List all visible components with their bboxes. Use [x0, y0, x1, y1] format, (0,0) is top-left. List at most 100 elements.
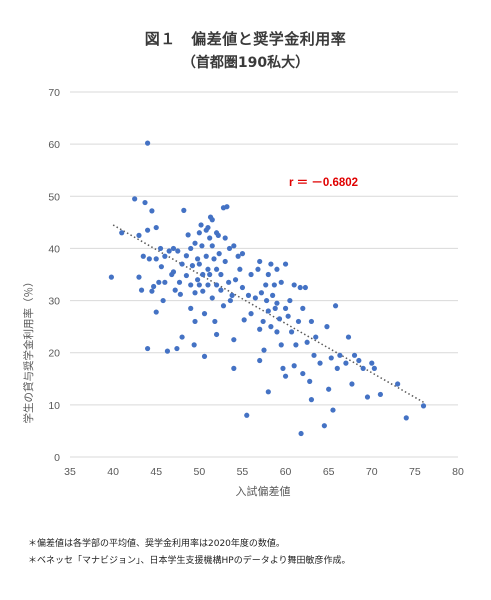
chart-title: 図１ 偏差値と奨学金利用率 [144, 30, 347, 48]
y-tick-label: 40 [48, 243, 60, 255]
trendline [112, 224, 424, 403]
data-point [209, 243, 215, 249]
data-point [119, 230, 125, 236]
data-point [307, 378, 313, 384]
data-point [271, 282, 277, 288]
data-point [108, 274, 114, 280]
data-point [176, 279, 183, 285]
data-point [145, 345, 151, 352]
y-axis-ticks: 0 10 20 30 40 50 60 70 [48, 87, 60, 464]
data-point [403, 415, 409, 421]
data-point [232, 277, 239, 283]
data-point [198, 222, 204, 228]
y-tick-label: 20 [48, 348, 60, 360]
data-point [337, 352, 343, 358]
data-point [196, 261, 202, 267]
data-point [282, 373, 289, 379]
data-point [153, 309, 159, 315]
data-point [170, 269, 177, 275]
data-point [265, 271, 271, 278]
data-point [282, 305, 289, 311]
data-point [175, 248, 181, 254]
data-point [285, 313, 291, 319]
data-point [351, 352, 358, 358]
chart-subtitle: （首都圏190私大） [181, 55, 310, 71]
data-point [239, 284, 246, 291]
data-point [326, 386, 332, 392]
data-point [226, 279, 232, 285]
data-point [151, 283, 157, 290]
data-point [156, 279, 162, 285]
data-point [311, 352, 317, 358]
data-point [330, 407, 336, 413]
data-point [203, 253, 209, 259]
data-point [377, 391, 383, 398]
data-point [321, 423, 327, 429]
data-point [282, 261, 289, 267]
y-tick-label: 70 [48, 87, 60, 99]
data-point [308, 397, 315, 403]
footnote-2: ＊ベネッセ「マナビジョン」、日本学生支援機構HPのデータより舞田敏彦作成。 [28, 556, 351, 566]
data-point [179, 261, 185, 267]
data-point [245, 292, 252, 298]
data-point [201, 311, 208, 317]
data-point [255, 266, 261, 272]
data-point [136, 232, 142, 238]
x-axis-ticks: 35 40 45 50 55 60 65 70 75 80 [64, 466, 464, 478]
data-point [166, 248, 172, 254]
data-point [334, 365, 340, 371]
footnote-1: ＊偏差値は各学部の平均値、奨学金利用率は2020年度の数値。 [28, 539, 285, 549]
data-point [300, 370, 306, 377]
data-point [170, 245, 177, 252]
data-point [304, 339, 310, 345]
data-point [235, 253, 241, 259]
data-point [295, 318, 302, 325]
data-point [227, 297, 233, 304]
x-tick-label: 55 [237, 466, 249, 478]
data-point [274, 300, 280, 306]
data-point [280, 365, 286, 371]
data-point [231, 365, 237, 371]
data-point [222, 258, 228, 265]
data-point [395, 381, 401, 387]
data-points [108, 140, 427, 437]
data-point [244, 412, 250, 418]
data-point [145, 227, 151, 233]
y-tick-label: 30 [48, 296, 60, 308]
data-point [183, 253, 189, 259]
x-tick-label: 60 [280, 466, 292, 478]
data-point [179, 334, 185, 340]
x-tick-label: 75 [409, 466, 421, 478]
data-point [272, 305, 278, 311]
data-point [172, 287, 178, 293]
data-point [276, 316, 283, 322]
x-tick-label: 35 [64, 466, 76, 478]
data-point [211, 256, 217, 262]
data-point [145, 140, 151, 146]
data-point [258, 290, 265, 296]
data-point [332, 303, 339, 309]
x-tick-label: 45 [150, 466, 162, 478]
data-point [153, 256, 159, 262]
data-point [313, 334, 319, 340]
data-point [138, 287, 145, 293]
y-tick-label: 60 [48, 139, 60, 151]
data-point [297, 284, 303, 291]
y-tick-label: 0 [54, 452, 60, 464]
data-point [207, 235, 213, 241]
data-point [328, 355, 334, 361]
data-point [291, 363, 297, 369]
data-point [160, 297, 166, 304]
data-point [181, 207, 187, 213]
x-tick-label: 50 [193, 466, 205, 478]
data-point [257, 326, 263, 332]
data-point [196, 282, 202, 288]
data-point [231, 243, 237, 249]
data-point [185, 232, 191, 238]
data-point [213, 331, 220, 338]
data-point [239, 251, 246, 257]
data-point [349, 381, 355, 387]
data-point [287, 297, 293, 304]
data-point [360, 365, 366, 371]
data-point [136, 274, 142, 280]
